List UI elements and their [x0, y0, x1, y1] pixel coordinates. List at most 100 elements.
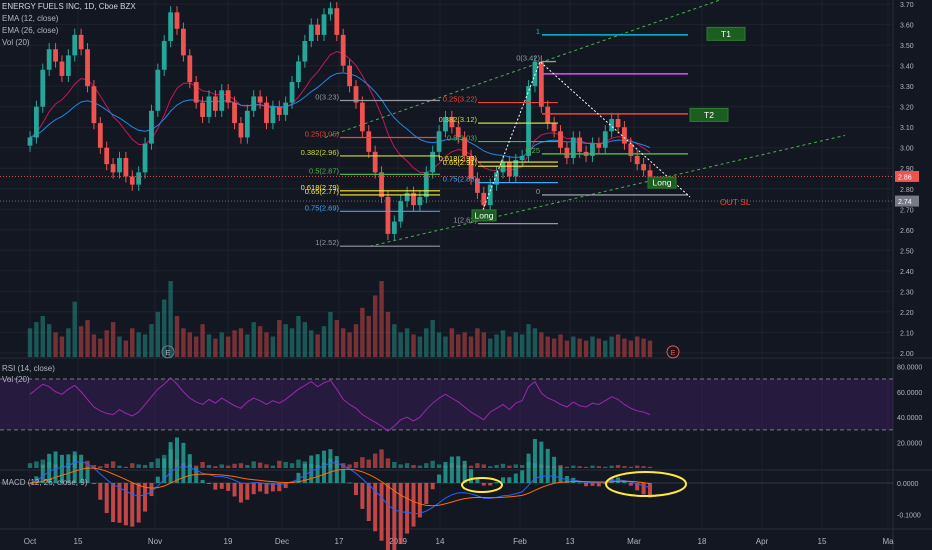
earnings-marker-label: E — [671, 350, 676, 357]
macd-histogram-bar — [353, 483, 358, 496]
macd-histogram-bar — [366, 483, 371, 521]
rsi-volume-bar — [404, 463, 410, 468]
earnings-marker-label: E — [166, 350, 171, 357]
macd-tick-label: 0.0000 — [897, 481, 919, 488]
macd-histogram-bar — [47, 453, 52, 483]
macd-histogram-bar — [347, 482, 352, 484]
candle-body — [519, 155, 525, 161]
candle-body — [641, 164, 647, 171]
price-badge — [895, 170, 919, 182]
rsi-volume-bar — [104, 463, 109, 468]
volume-bar — [532, 328, 538, 357]
macd-histogram-bar — [379, 483, 384, 541]
price-tick-label: 2.10 — [900, 330, 914, 337]
macd-histogram-bar — [449, 456, 454, 483]
macd-histogram-bar — [155, 476, 160, 483]
volume-bar — [206, 334, 212, 357]
macd-signal-line — [29, 467, 651, 507]
volume-bar — [302, 322, 308, 357]
price-badge-label: 2.74 — [898, 199, 912, 206]
price-tick-label: 3.20 — [900, 105, 914, 112]
rsi-volume-bar — [200, 462, 205, 468]
macd-histogram-bar — [628, 483, 633, 486]
volume-bar — [366, 315, 371, 357]
macd-histogram-bar — [641, 483, 646, 495]
stop-loss-label: OUT SL — [720, 197, 751, 207]
macd-histogram-bar — [385, 483, 390, 550]
fib-extension-label: 0.25 — [525, 146, 540, 155]
rsi-volume-bar — [603, 466, 608, 468]
volume-bar — [372, 295, 378, 357]
candle-body — [206, 96, 212, 117]
fib-level-label: 1(2.63) — [453, 216, 477, 225]
macd-histogram-bar — [238, 483, 243, 503]
macd-pane-label: MACD (12, 26, close, 9) — [2, 478, 88, 487]
macd-histogram-bar — [72, 451, 77, 483]
candle-body — [142, 143, 148, 173]
macd-histogram-bar — [526, 453, 531, 483]
candle-body — [308, 24, 314, 42]
annotation-box — [706, 26, 746, 41]
rsi-volume-bar — [558, 465, 563, 468]
volume-bar — [257, 326, 263, 357]
fib-level-label: 0.382(2.96) — [301, 148, 340, 157]
rsi-pane-label: RSI (14, close) — [2, 364, 55, 373]
macd-histogram-bar — [417, 483, 422, 518]
price-badge — [895, 195, 919, 207]
rsi-volume-bar — [206, 465, 212, 468]
earnings-marker — [161, 345, 175, 359]
volume-bar — [379, 281, 384, 357]
candle-body — [391, 221, 397, 234]
candle-body — [40, 69, 46, 107]
price-tick-label: 3.60 — [900, 23, 914, 30]
candle-body — [72, 34, 78, 56]
candle-body — [161, 41, 167, 70]
x-tick-label: Ma — [882, 537, 894, 546]
fib-level-label: 1(2.52) — [315, 238, 339, 247]
candle-body — [634, 155, 640, 165]
volume-bar — [110, 322, 116, 357]
fib-level-label: 0.75(2.69) — [305, 203, 340, 212]
volume-bar — [277, 320, 282, 357]
candle-body — [129, 176, 135, 185]
macd-histogram-bar — [373, 483, 378, 532]
volume-bar — [283, 324, 288, 357]
candle-body — [78, 34, 84, 50]
price-tick-label: 2.20 — [900, 310, 914, 317]
rsi-volume-bar — [366, 459, 371, 468]
candle-body — [302, 41, 308, 62]
macd-histogram-bar — [66, 454, 71, 483]
annotation-box — [471, 209, 497, 222]
annotation-label: Long — [475, 210, 494, 220]
macd-line — [29, 460, 651, 514]
rsi-volume-bar — [98, 466, 103, 468]
candle-body — [647, 170, 653, 177]
candle-body — [379, 172, 384, 197]
rsi-volume-bar — [494, 465, 499, 468]
rsi-volume-bar — [91, 465, 97, 468]
volume-bar — [136, 332, 141, 357]
volume-bar — [46, 324, 52, 357]
volume-bar — [590, 336, 595, 357]
macd-histogram-bar — [98, 483, 103, 500]
rsi-volume-bar — [424, 463, 429, 468]
candle-body — [251, 96, 257, 111]
price-badge-label: 2.86 — [898, 174, 912, 181]
volume-bar — [488, 338, 493, 357]
candle-body — [328, 8, 333, 15]
candle-body — [487, 184, 493, 206]
x-tick-label: Mar — [627, 537, 641, 546]
candle-body — [449, 116, 455, 128]
volume-bar — [98, 338, 103, 357]
annotation-label: T2 — [704, 110, 714, 120]
macd-histogram-bar — [111, 483, 116, 523]
fib-level-label: 0.25(3.05) — [305, 129, 340, 138]
rsi-volume-bar — [481, 464, 487, 468]
rsi-volume-bar — [628, 466, 634, 468]
candle-body — [468, 155, 474, 179]
volume-bar — [603, 340, 608, 357]
volume-bar — [564, 340, 570, 357]
volume-bar — [398, 332, 403, 357]
trend-channel-upper — [324, 0, 721, 138]
